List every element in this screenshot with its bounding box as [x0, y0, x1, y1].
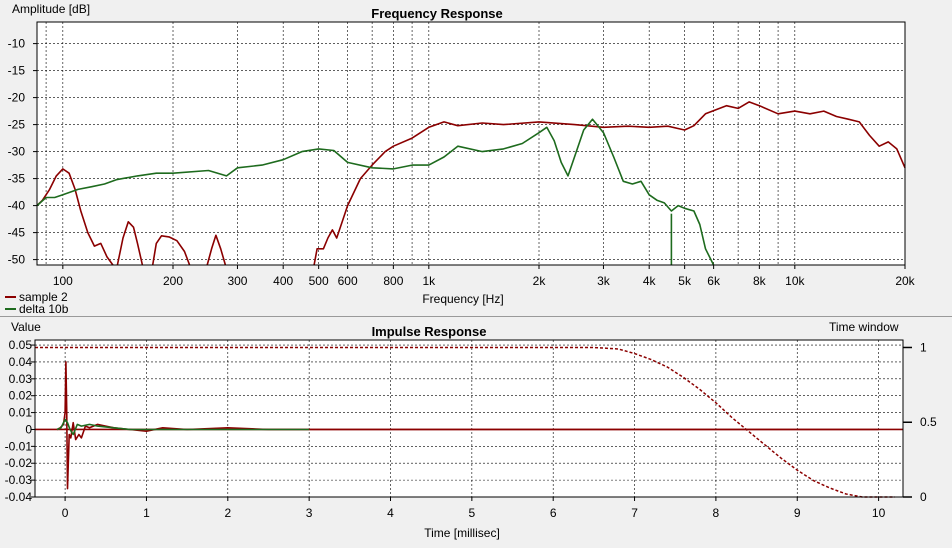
fr-plot-frame [36, 21, 906, 266]
fr-series-sample-2-line [36, 168, 114, 266]
fr-x-tick-label: 400 [273, 274, 293, 288]
fr-series-sample-2-line [151, 235, 191, 266]
ir-x-tick-labels: 0 1 2 3 4 5 6 7 8 9 10 [62, 497, 886, 520]
fr-x-tick-label: 8k [753, 274, 767, 288]
ir-title: Impulse Response [372, 324, 487, 339]
fr-x-tick-label: 20k [895, 274, 915, 288]
fr-y-tick-label: -20 [8, 91, 26, 105]
ir-y-tick-label: 0 [25, 422, 32, 436]
fr-x-tick-label: 200 [163, 274, 183, 288]
fr-x-tick-label: 5k [678, 274, 692, 288]
fr-y-tick-label: -25 [8, 118, 26, 132]
ir-series-delta-10b-line [56, 418, 310, 436]
ir-y2-tick-label: 0.5 [920, 415, 937, 429]
fr-x-tick-label: 6k [707, 274, 721, 288]
fr-y-tick-label: -15 [8, 64, 26, 78]
ir-y2-tick-label: 0 [920, 490, 927, 504]
ir-y-axis-label: Value [11, 320, 41, 334]
ir-series [35, 346, 903, 498]
ir-x-tick-label: 6 [550, 506, 557, 520]
ir-plot-frame [34, 339, 904, 498]
fr-title: Frequency Response [371, 6, 503, 21]
ir-x-tick-label: 4 [387, 506, 394, 520]
legend-label-delta-10b: delta 10b [19, 302, 69, 316]
ir-y-tick-labels: 0.05 0.04 0.03 0.02 0.01 0 -0.01 -0.02 -0.03 -0.0… [5, 338, 35, 504]
impulse-response-chart: 0 1 2 3 4 5 6 7 8 9 10 0.050.040.030.020.010-0.01-… [5, 320, 937, 540]
ir-x-tick-label: 7 [631, 506, 638, 520]
fr-x-tick-label: 10k [785, 274, 805, 288]
ir-y2-tick-labels: 10.50 [903, 340, 937, 504]
ir-plot-area [35, 340, 903, 497]
ir-y2-tick-label: 1 [920, 340, 927, 354]
fr-x-tick-label: 500 [309, 274, 329, 288]
fr-x-tick-label: 300 [227, 274, 247, 288]
fr-series-delta-10b-line [36, 118, 715, 266]
ir-y-tick-label: -0.04 [5, 490, 33, 504]
fr-y-tick-label: -35 [8, 172, 26, 186]
ir-x-tick-label: 8 [713, 506, 720, 520]
ir-x-tick-label: 0 [62, 506, 69, 520]
ir-x-tick-label: 5 [469, 506, 476, 520]
fr-x-tick-label: 4k [643, 274, 657, 288]
fr-y-tick-label: -50 [8, 253, 26, 267]
fr-y-tick-labels: -10 -15 -20 -25 -30 -35 -40 -45 -50 [8, 37, 37, 267]
fr-x-tick-labels: 100 200 300 400 500 600 800 1k 2k 3k 4k 5k 6k 8k 10k 20… [53, 265, 916, 288]
fr-legend: sample 2 delta 10b [5, 290, 69, 316]
fr-y-tick-label: -30 [8, 145, 26, 159]
ir-x-tick-label: 2 [224, 506, 231, 520]
ir-series-time-window-line [35, 346, 895, 498]
fr-plot-area [37, 22, 905, 265]
ir-y2-axis-label: Time window [829, 320, 899, 334]
frequency-response-chart: 100 200 300 400 500 600 800 1k 2k 3k 4k 5k 6k 8k 10k 20… [5, 2, 916, 316]
ir-y-tick-label: 0.02 [9, 389, 33, 403]
ir-y-tick-label: -0.01 [5, 439, 33, 453]
ir-x-tick-label: 3 [306, 506, 313, 520]
fr-series-sample-2-line [116, 221, 144, 266]
fr-x-tick-label: 600 [338, 274, 358, 288]
legend-label-sample-2: sample 2 [19, 290, 68, 304]
fr-series-sample-2-line [206, 234, 227, 266]
ir-x-tick-label: 1 [143, 506, 150, 520]
fr-y-axis-label: Amplitude [dB] [12, 2, 90, 16]
ir-y-tick-label: -0.03 [5, 473, 33, 487]
fr-y-tick-label: -40 [8, 199, 26, 213]
fr-x-tick-label: 2k [533, 274, 547, 288]
fr-x-tick-label: 800 [383, 274, 403, 288]
ir-y-tick-label: 0.03 [9, 372, 33, 386]
ir-x-tick-label: 9 [794, 506, 801, 520]
ir-y-tick-label: 0.05 [9, 338, 33, 352]
ir-y-tick-label: 0.01 [9, 406, 33, 420]
ir-series-sample-2-line [56, 361, 879, 490]
fr-series-sample-2-line [313, 101, 906, 266]
fr-x-tick-label: 3k [597, 274, 611, 288]
fr-y-tick-label: -45 [8, 226, 26, 240]
fr-y-tick-label: -10 [8, 37, 26, 51]
fr-x-tick-label: 1k [422, 274, 436, 288]
ir-y-tick-label: -0.02 [5, 456, 33, 470]
ir-x-tick-label: 10 [872, 506, 886, 520]
fr-x-tick-label: 100 [53, 274, 73, 288]
ir-x-axis-label: Time [millisec] [424, 526, 500, 540]
fr-series [36, 101, 906, 266]
ir-y-tick-label: 0.04 [9, 355, 33, 369]
fr-x-axis-label: Frequency [Hz] [422, 292, 503, 306]
